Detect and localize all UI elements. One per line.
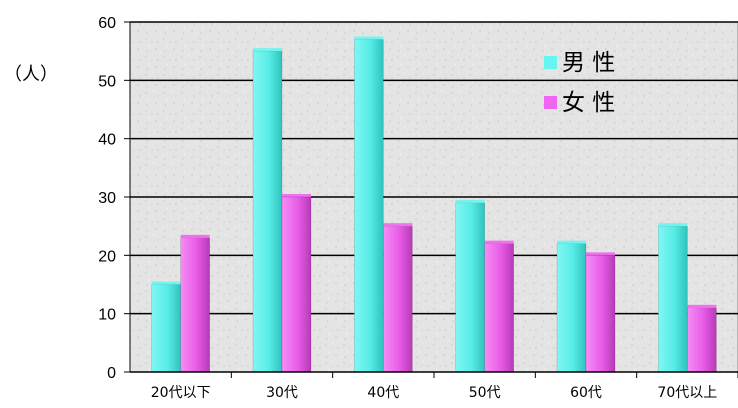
bar-top-male — [658, 223, 688, 227]
bars — [151, 36, 717, 373]
y-tick-label: 20 — [98, 248, 116, 265]
bar-male — [455, 202, 485, 373]
y-tick-label: 60 — [98, 15, 116, 32]
x-tick-label: 70代以上 — [657, 385, 717, 401]
bar-top-female — [586, 252, 615, 256]
y-tick-label: 50 — [98, 73, 116, 90]
bar-top-male — [557, 240, 586, 244]
legend-swatch-female — [544, 96, 557, 109]
gridlines — [130, 21, 738, 315]
y-tick-label: 0 — [107, 365, 116, 382]
bar-male — [556, 243, 587, 373]
bar-top-female — [282, 194, 311, 197]
legend: 男 性 女 性 — [544, 50, 615, 116]
y-tick-label: 30 — [98, 190, 116, 207]
bar-top-female — [484, 240, 514, 244]
bar-top-female — [687, 304, 717, 308]
x-tick-label: 60代 — [570, 385, 602, 401]
x-tick-label: 50代 — [469, 385, 501, 401]
axes: 0 10 20 30 40 50 60 20代以下 30代 40代 50代 60代 70代以上 — [98, 15, 738, 401]
bar-male — [151, 284, 181, 373]
bar-top-male — [354, 36, 384, 40]
bar-female — [687, 307, 717, 373]
bar-top-male — [253, 48, 282, 52]
bar-male — [354, 39, 384, 373]
bar-top-female — [180, 234, 210, 238]
bar-top-male — [455, 199, 485, 203]
bar-male — [252, 50, 283, 373]
bar-female — [383, 225, 413, 373]
legend-label-male: 男 性 — [562, 50, 615, 76]
bar-female — [281, 196, 312, 373]
bar-female — [585, 255, 616, 373]
x-tick-label: 30代 — [266, 385, 298, 401]
bar-female — [180, 237, 210, 373]
y-tick-label: 40 — [98, 132, 116, 149]
bar-male — [658, 225, 688, 373]
legend-label-female: 女 性 — [562, 90, 615, 116]
y-axis-label: （人） — [4, 64, 58, 85]
bar-top-male — [151, 281, 181, 285]
bar-female — [484, 243, 514, 373]
x-tick-label: 20代以下 — [151, 385, 211, 401]
bar-top-female — [383, 223, 413, 227]
y-tick-label: 10 — [98, 307, 116, 324]
x-tick-label: 40代 — [367, 385, 399, 401]
legend-swatch-male — [544, 56, 557, 69]
